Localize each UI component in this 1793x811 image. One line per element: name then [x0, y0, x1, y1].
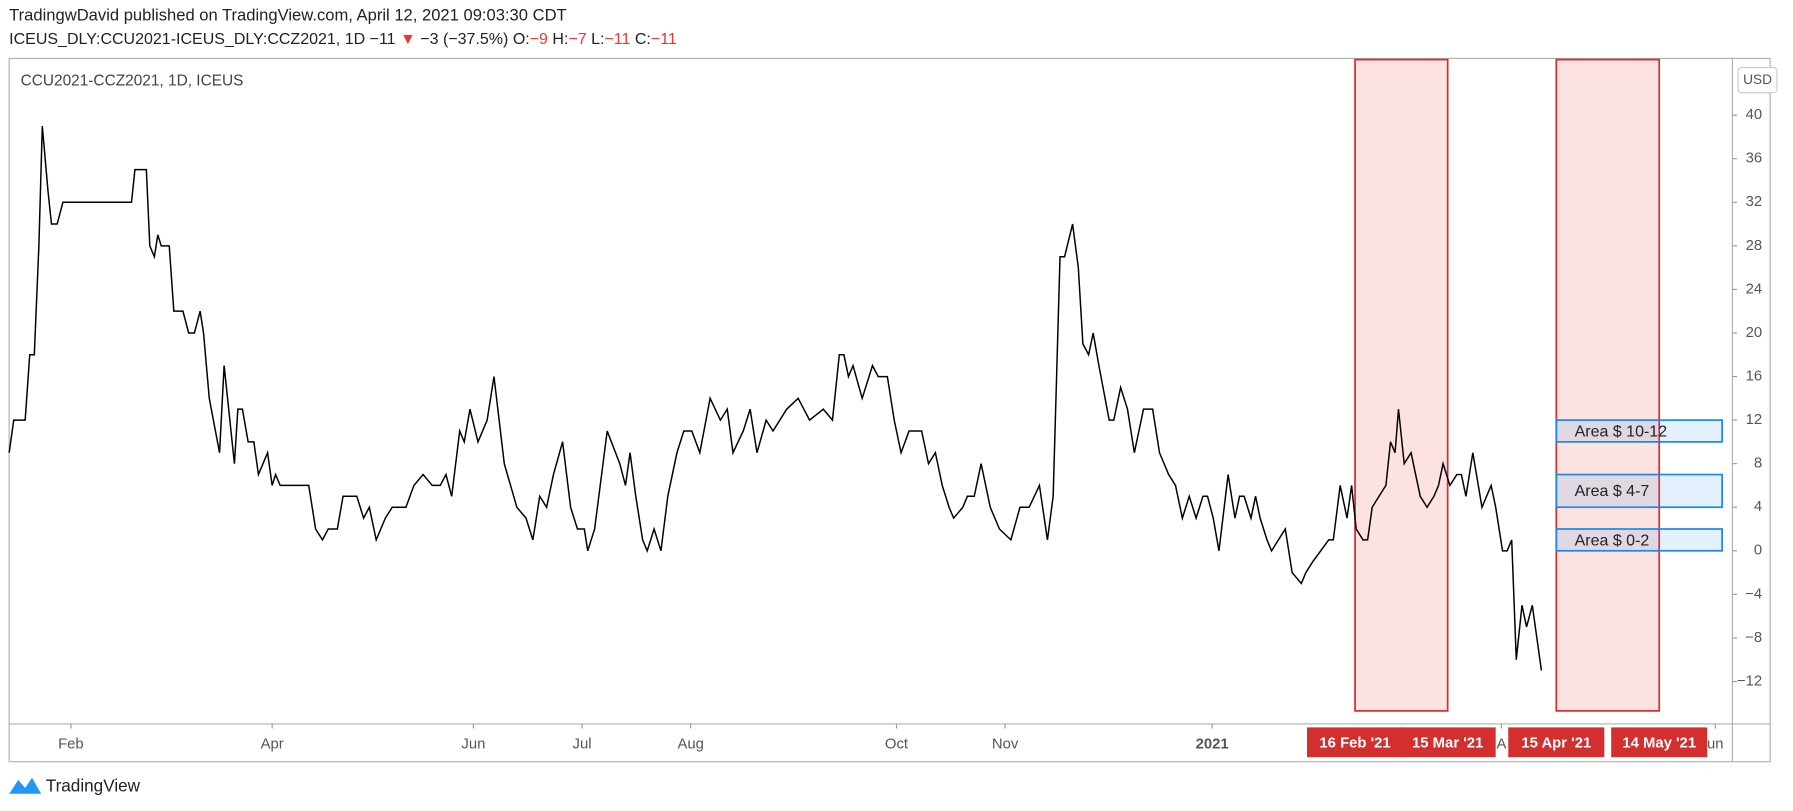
x-tick-label: Aug — [677, 736, 703, 752]
close-value: −11 — [651, 31, 677, 48]
y-tick-label: 40 — [1746, 107, 1763, 123]
symbol-line: ICEUS_DLY:CCU2021-ICEUS_DLY:CCZ2021, 1D … — [9, 31, 677, 48]
y-tick-label: 16 — [1746, 368, 1763, 384]
arrow: ▼ — [400, 31, 416, 48]
change: −3 (−37.5%) — [420, 31, 508, 48]
y-tick-label: 0 — [1754, 543, 1762, 559]
symbol: ICEUS_DLY:CCU2021-ICEUS_DLY:CCZ2021, 1D — [9, 31, 365, 48]
x-tick-label: A — [1496, 736, 1506, 752]
x-tick-label: Apr — [261, 736, 284, 752]
date-range — [1556, 60, 1659, 711]
y-tick-label: 4 — [1754, 499, 1762, 515]
high-label: H: — [552, 31, 568, 48]
chart: TradingwDavid published on TradingView.c… — [0, 0, 1793, 811]
x-tick-label: Oct — [885, 736, 909, 752]
open-value: −9 — [530, 31, 548, 48]
y-tick-label: 32 — [1746, 194, 1763, 210]
y-tick-label: 36 — [1746, 151, 1763, 167]
price-zone-label: Area $ 10-12 — [1575, 423, 1668, 440]
date-badge-label: 15 Mar '21 — [1412, 735, 1483, 751]
last: −11 — [370, 31, 396, 48]
price-zone-label: Area $ 4-7 — [1575, 483, 1650, 500]
published-line: TradingwDavid published on TradingView.c… — [9, 6, 567, 25]
x-tick-label: Nov — [992, 736, 1019, 752]
price-line — [9, 126, 1541, 671]
chart-frame — [9, 58, 1770, 761]
date-badge-label: 15 Apr '21 — [1521, 735, 1591, 751]
x-tick-label: 2021 — [1196, 736, 1229, 752]
y-tick-label: 24 — [1746, 281, 1763, 297]
x-tick-label: un — [1707, 736, 1724, 752]
low-value: −11 — [604, 31, 630, 48]
price-zone-label: Area $ 0-2 — [1575, 532, 1650, 549]
date-badge-label: 14 May '21 — [1622, 735, 1696, 751]
logo-icon — [9, 778, 41, 794]
currency: USD — [1743, 72, 1772, 87]
y-tick-label: −12 — [1737, 673, 1762, 689]
close-label: C: — [635, 31, 651, 48]
y-tick-label: −4 — [1745, 586, 1762, 602]
chart-title: CCU2021-CCZ2021, 1D, ICEUS — [21, 72, 244, 89]
high-value: −7 — [568, 31, 586, 48]
y-tick-label: 20 — [1746, 325, 1763, 341]
y-tick-label: 28 — [1746, 238, 1763, 254]
x-tick-label: Feb — [58, 736, 84, 752]
y-tick-label: 12 — [1746, 412, 1763, 428]
date-range — [1355, 60, 1448, 711]
low-label: L: — [591, 31, 604, 48]
y-tick-label: 8 — [1754, 456, 1762, 472]
logo: TradingView — [9, 775, 141, 795]
date-badge-label: 16 Feb '21 — [1319, 735, 1390, 751]
brand: TradingView — [46, 775, 141, 795]
y-tick-label: −8 — [1745, 630, 1762, 646]
open-label: O: — [513, 31, 530, 48]
page: TradingwDavid published on TradingView.c… — [0, 0, 1793, 811]
x-tick-label: Jul — [573, 736, 592, 752]
x-tick-label: Jun — [461, 736, 485, 752]
